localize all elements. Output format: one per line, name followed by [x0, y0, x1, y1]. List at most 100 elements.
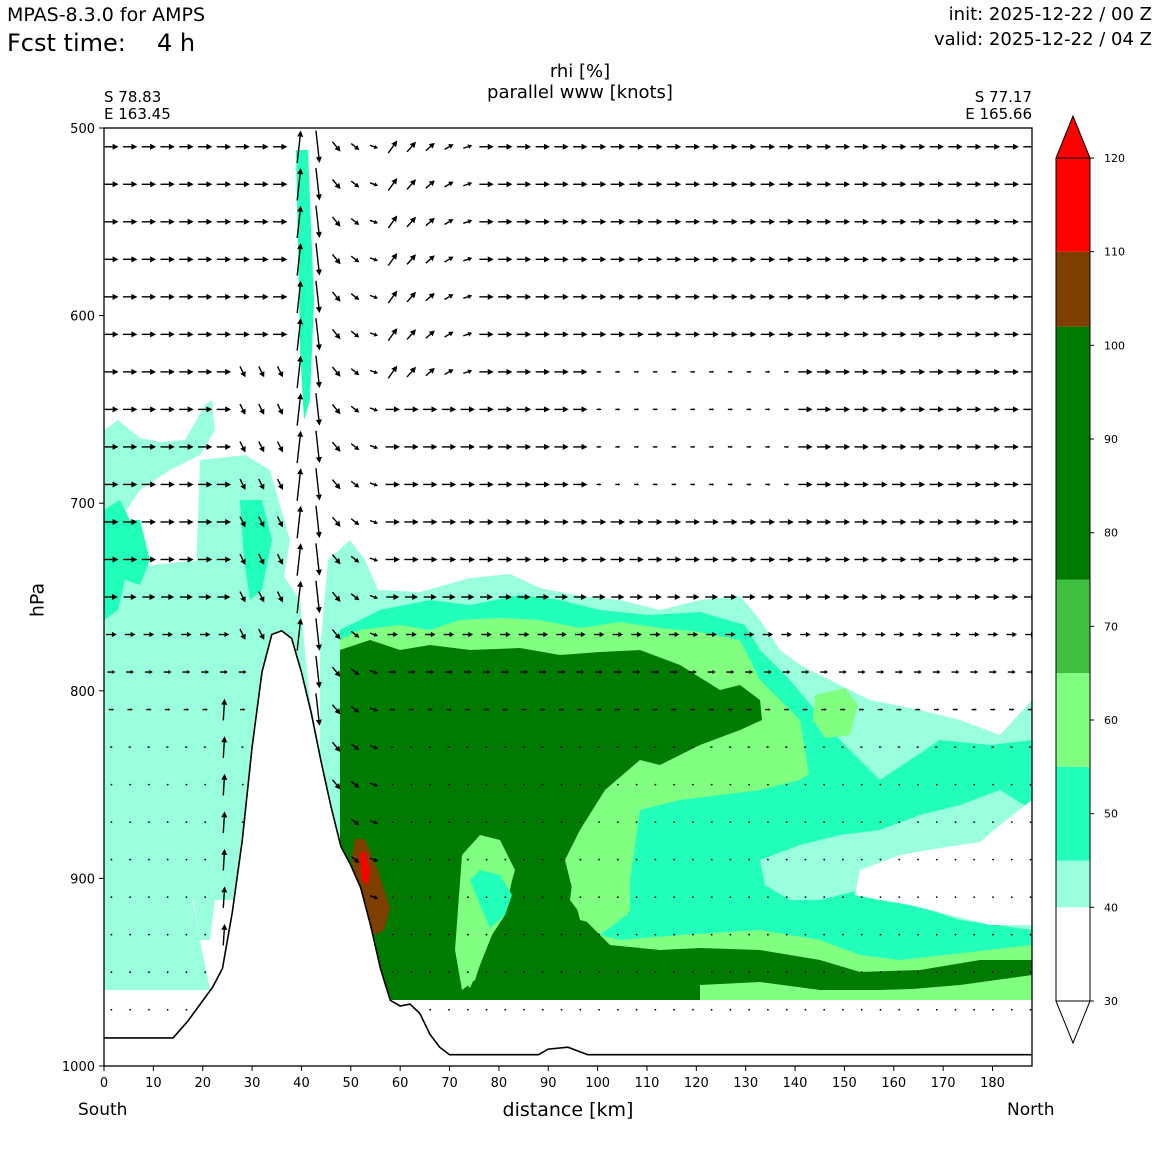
wind-arrow: [760, 331, 776, 338]
wind-arrow: [143, 631, 155, 638]
wind-arrow: [673, 858, 676, 861]
wind-arrow: [741, 556, 757, 563]
wind-arrow: [498, 143, 513, 150]
wind-arrow: [648, 518, 663, 525]
wind-arrow: [423, 443, 438, 450]
wind-arrow: [879, 783, 882, 786]
wind-arrow: [591, 331, 607, 338]
wind-arrow: [892, 518, 907, 525]
wind-arrow: [110, 896, 113, 899]
wind-arrow: [498, 443, 513, 450]
wind-arrow: [148, 821, 150, 824]
colorbar-band: [1056, 907, 1090, 1001]
wind-arrow: [273, 256, 288, 263]
wind-arrow: [315, 280, 322, 314]
wind-arrow: [616, 746, 620, 748]
rhi-field: [104, 150, 1032, 1066]
wind-arrow: [535, 518, 551, 525]
wind-arrow: [369, 632, 379, 637]
wind-arrow: [723, 293, 738, 300]
wind-arrow: [992, 1008, 994, 1011]
wind-arrow: [673, 896, 676, 899]
wind-arrow: [216, 406, 232, 413]
wind-arrow: [746, 408, 752, 411]
wind-arrow: [687, 631, 699, 638]
wind-arrow: [854, 406, 869, 413]
y-tick-label: 500: [70, 122, 95, 137]
wind-arrow: [748, 821, 751, 824]
wind-arrow: [629, 218, 644, 225]
y-tick-label: 600: [70, 310, 95, 325]
wind-arrow: [1023, 594, 1032, 600]
wind-arrow: [258, 366, 265, 378]
wind-arrow: [615, 445, 621, 449]
wind-arrow: [331, 366, 341, 377]
wind-arrow: [985, 143, 1001, 150]
wind-arrow: [406, 141, 417, 153]
wind-arrow: [823, 933, 826, 936]
wind-arrow: [448, 783, 450, 786]
wind-arrow: [893, 631, 905, 638]
north-label: North: [1007, 1100, 1055, 1120]
wind-arrow: [129, 858, 132, 861]
wind-arrow: [126, 670, 135, 675]
wind-arrow: [723, 594, 737, 600]
wind-arrow: [369, 819, 379, 825]
wind-arrow: [573, 293, 588, 300]
wind-arrow: [779, 556, 794, 563]
wind-arrow: [987, 631, 999, 638]
wind-arrow: [406, 366, 417, 378]
wind-arrow: [710, 971, 713, 974]
wind-arrow: [160, 518, 175, 525]
wind-arrow: [785, 783, 788, 786]
wind-arrow: [892, 368, 907, 375]
wind-arrow: [873, 556, 888, 563]
wind-arrow: [554, 443, 569, 450]
wind-arrow: [822, 746, 826, 748]
wind-arrow: [760, 518, 776, 525]
wind-arrow: [350, 518, 360, 526]
wind-arrow: [741, 143, 757, 150]
wind-arrow: [107, 670, 116, 675]
wind-arrow: [448, 971, 450, 974]
wind-arrow: [779, 331, 794, 338]
wind-arrow: [575, 631, 586, 638]
wind-arrow: [448, 858, 450, 861]
wind-arrow: [523, 858, 525, 861]
wind-arrow: [573, 143, 588, 150]
wind-arrow: [929, 443, 944, 450]
wind-arrow: [331, 629, 341, 640]
wind-arrow: [691, 746, 695, 748]
wind-arrow: [315, 505, 322, 539]
wind-arrow: [842, 933, 844, 936]
wind-arrow: [635, 896, 638, 899]
wind-arrow: [466, 896, 469, 899]
wind-arrow: [315, 243, 322, 276]
x-tick-label: 110: [635, 1076, 660, 1091]
wind-arrow: [235, 293, 250, 300]
wind-arrow: [816, 143, 832, 150]
wind-arrow: [782, 670, 791, 675]
x-tick-label: 80: [491, 1076, 508, 1091]
wind-arrow: [108, 708, 115, 711]
wind-arrow: [917, 821, 919, 824]
wind-arrow: [765, 708, 771, 711]
wind-arrow: [466, 858, 469, 861]
x-tick-label: 90: [540, 1076, 557, 1091]
wind-arrow: [1029, 746, 1032, 748]
wind-arrow: [516, 331, 532, 338]
wind-arrow: [369, 557, 379, 562]
wind-arrow: [385, 406, 400, 413]
y-axis-label: hPa: [26, 582, 49, 618]
wind-arrow: [709, 370, 715, 374]
wind-arrow: [1029, 783, 1032, 786]
wind-arrow: [798, 181, 813, 188]
wind-arrow: [741, 218, 757, 225]
wind-arrow: [635, 746, 639, 748]
wind-arrow: [631, 631, 642, 638]
wind-arrow: [709, 445, 715, 449]
wind-arrow: [573, 181, 588, 188]
wind-arrow: [686, 594, 700, 600]
wind-arrow: [556, 631, 567, 638]
wind-arrow: [818, 631, 830, 638]
